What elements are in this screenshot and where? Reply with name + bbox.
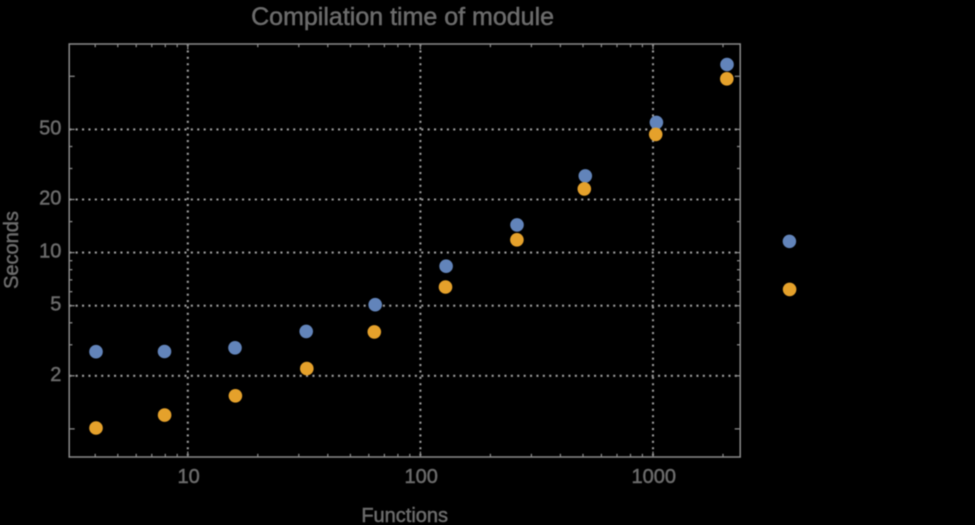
svg-text:1000: 1000	[632, 466, 677, 488]
svg-text:Functions: Functions	[361, 505, 448, 525]
svg-text:10: 10	[177, 466, 199, 488]
svg-text:Compilation time of module: Compilation time of module	[251, 3, 554, 31]
svg-text:50: 50	[39, 117, 61, 139]
svg-text:10: 10	[39, 241, 61, 263]
svg-text:100: 100	[405, 466, 438, 488]
svg-text:20: 20	[39, 188, 61, 210]
svg-text:Seconds: Seconds	[1, 211, 23, 289]
svg-text:2: 2	[50, 364, 61, 386]
svg-text:5: 5	[50, 294, 61, 316]
